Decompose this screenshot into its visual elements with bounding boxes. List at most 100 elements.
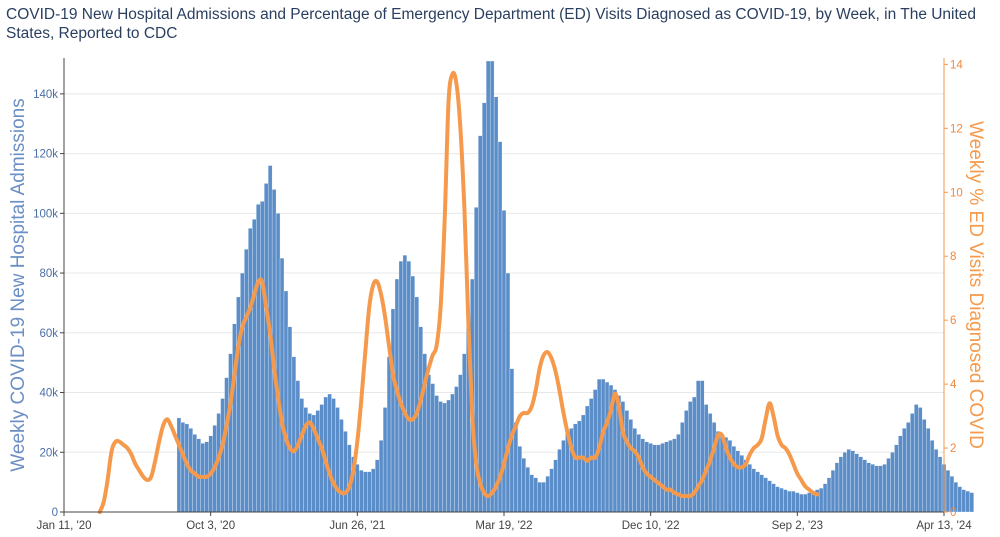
admissions-bar — [969, 492, 974, 513]
admissions-bar — [660, 443, 665, 513]
admissions-bar — [359, 470, 364, 513]
admissions-bar — [486, 60, 491, 513]
admissions-bar — [521, 458, 526, 513]
admissions-bar — [914, 404, 919, 513]
admissions-bar — [513, 422, 519, 513]
admissions-bar — [926, 428, 931, 513]
admissions-bar — [731, 446, 737, 513]
admissions-bar — [382, 407, 388, 513]
admissions-bar — [787, 490, 792, 513]
admissions-bar — [886, 458, 891, 513]
admissions-bar — [965, 490, 970, 513]
admissions-bar — [390, 308, 396, 513]
admissions-bar — [438, 401, 443, 513]
admissions-bar — [430, 383, 435, 513]
admissions-bar — [553, 459, 558, 513]
y-tick-label-right: 0 — [950, 507, 956, 519]
admissions-bar — [795, 492, 800, 513]
admissions-bar — [335, 407, 340, 513]
x-tick-label: Jan 11, '20 — [36, 520, 91, 532]
admissions-bar — [922, 419, 927, 513]
admissions-bar — [628, 419, 633, 513]
admissions-bar — [842, 452, 848, 513]
admissions-bar — [668, 440, 673, 513]
y-axis-left-ticks: 0 20k 40k 60k 80k 100k 120k 140k — [33, 89, 64, 519]
admissions-bar — [700, 380, 705, 513]
y-tick-label-left: 40k — [39, 388, 58, 400]
admissions-bar — [945, 470, 951, 513]
admissions-bar — [612, 389, 618, 513]
admissions-bar — [450, 393, 455, 513]
admissions-bar — [478, 135, 483, 513]
y-tick-label-right: 12 — [950, 123, 963, 135]
admissions-bar — [882, 464, 887, 513]
admissions-bar — [549, 468, 554, 513]
x-axis-ticks: Jan 11, '20 Oct 3, '20 Jun 26, '21 Mar 19, … — [36, 512, 972, 532]
admissions-bar — [961, 489, 966, 513]
admissions-bar — [339, 419, 344, 513]
admissions-bar — [775, 486, 780, 513]
admissions-bar — [878, 465, 883, 513]
y-axis-left-label: Weekly COVID-19 New Hospital Admissions — [8, 98, 29, 471]
admissions-bar — [656, 444, 661, 513]
admissions-bar — [850, 450, 855, 513]
admissions-bar — [367, 471, 372, 513]
admissions-bar — [933, 449, 939, 513]
admissions-bar — [446, 399, 451, 513]
y-tick-label-left: 100k — [33, 208, 58, 220]
admissions-bar — [755, 471, 760, 513]
admissions-bar — [557, 449, 562, 513]
admissions-bar — [493, 96, 499, 513]
admissions-bar — [279, 257, 285, 513]
admissions-bar — [561, 440, 566, 513]
admissions-bar — [664, 441, 669, 513]
y-tick-label-right: 4 — [950, 379, 957, 391]
admissions-bar — [331, 398, 336, 513]
admissions-bar — [918, 407, 923, 513]
admissions-bar — [834, 462, 840, 513]
admissions-bar — [870, 464, 875, 513]
y-axis-right-label: Weekly % ED Visits Diagnosed COVID — [965, 121, 986, 449]
admissions-bar — [264, 183, 269, 513]
admissions-bar — [244, 249, 249, 513]
admissions-bar — [704, 404, 709, 513]
admissions-bar — [176, 417, 182, 513]
admissions-bar — [624, 410, 630, 513]
admissions-bar — [489, 60, 495, 513]
admissions-bar — [517, 446, 522, 513]
x-tick-label: Apr 13, '24 — [916, 520, 972, 532]
admissions-bar — [854, 453, 859, 513]
admissions-bar — [402, 254, 408, 513]
admissions-bar — [537, 481, 542, 513]
admissions-bar — [224, 377, 229, 513]
admissions-bar — [240, 272, 245, 513]
y-tick-label-right: 14 — [950, 59, 963, 71]
ed-visits-line — [97, 70, 820, 514]
admissions-bar — [636, 434, 641, 513]
admissions-bar — [287, 326, 293, 513]
admissions-bar — [482, 102, 487, 513]
admissions-bar — [763, 477, 768, 513]
admissions-bar — [260, 201, 265, 513]
x-tick-label: Sep 2, '23 — [772, 520, 823, 532]
admissions-bar — [426, 374, 431, 513]
admissions-bar — [252, 219, 257, 513]
y-tick-label-left: 0 — [52, 507, 58, 519]
admissions-bar — [533, 477, 538, 513]
admissions-bar — [902, 428, 907, 513]
admissions-bar — [529, 474, 534, 513]
admissions-bar — [462, 353, 467, 513]
admissions-bar — [291, 356, 297, 513]
admissions-bar — [822, 483, 828, 513]
y-tick-label-left: 20k — [39, 447, 58, 459]
admissions-bar — [577, 420, 582, 513]
x-tick-label: Jun 26, '21 — [329, 520, 385, 532]
admissions-bar — [375, 459, 380, 513]
admissions-bar — [751, 468, 756, 513]
admissions-bar — [676, 434, 681, 513]
admissions-bar — [434, 395, 439, 513]
y-tick-label-left: 120k — [33, 149, 58, 161]
admissions-bar — [858, 456, 863, 513]
y-tick-label-left: 140k — [33, 89, 58, 101]
